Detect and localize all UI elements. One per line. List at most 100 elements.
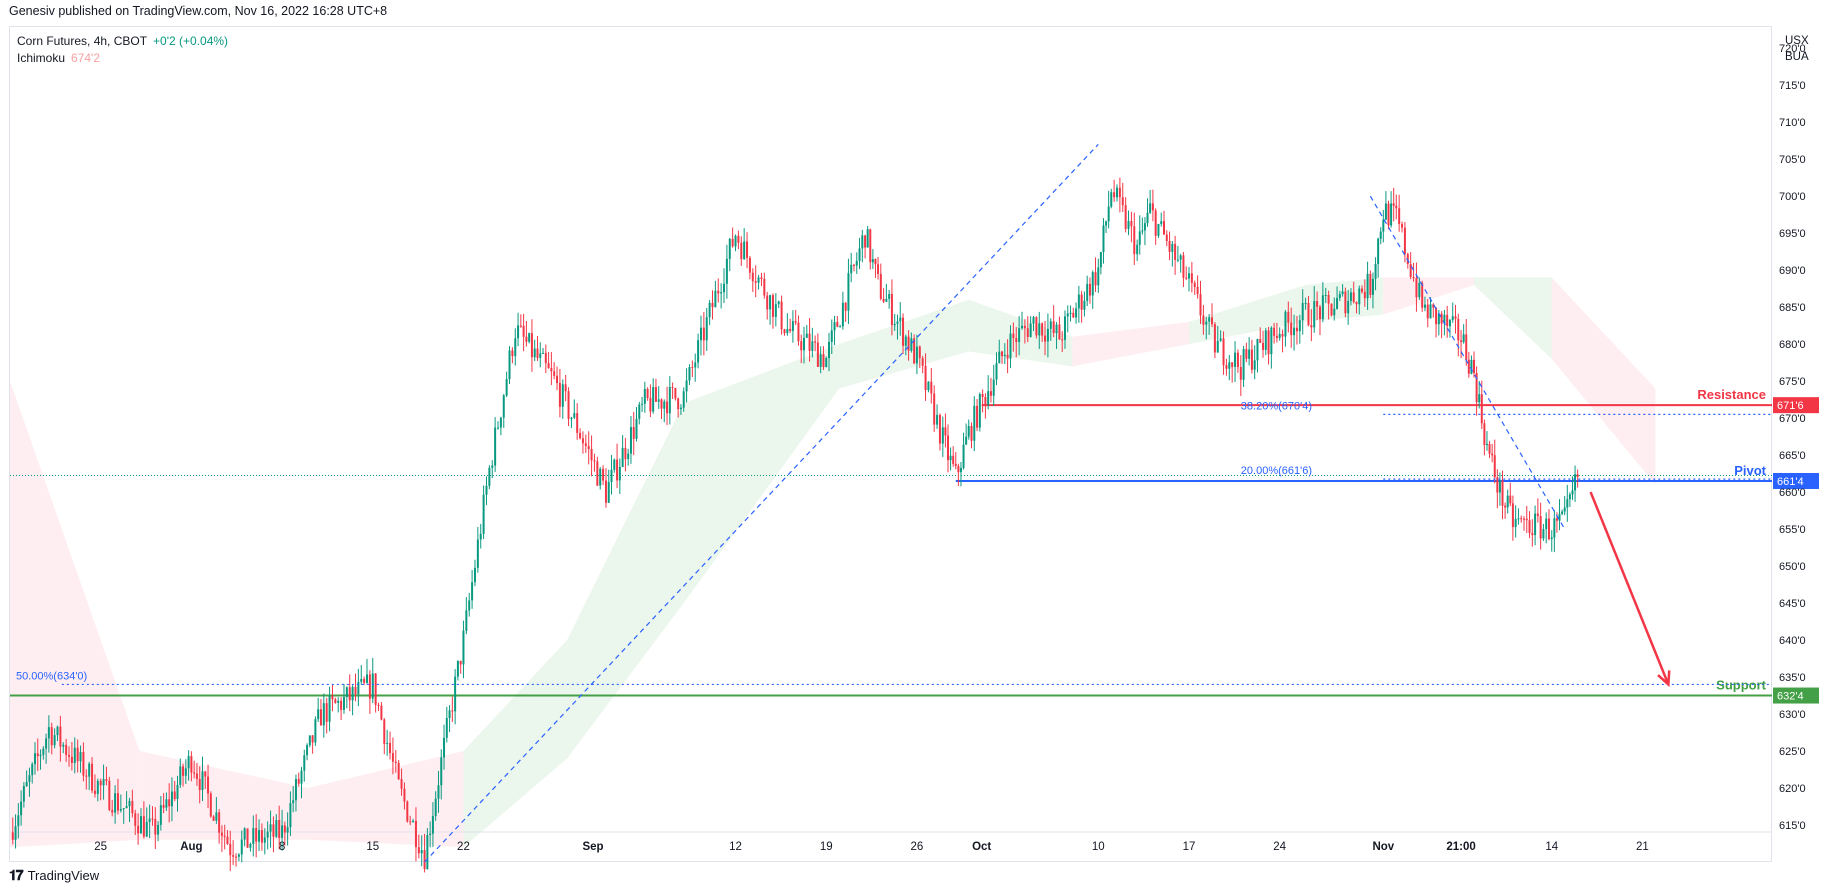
candle-body <box>218 812 221 833</box>
candle-body <box>522 325 525 337</box>
currency-unit[interactable]: USX BUA <box>1785 33 1809 65</box>
candle-body <box>1284 311 1287 337</box>
candle-body <box>1457 318 1460 341</box>
candle-body <box>1307 302 1310 326</box>
candle-body <box>918 346 921 359</box>
candle-body <box>334 699 337 703</box>
fib-label: 20.00%(661'6) <box>1241 465 1312 477</box>
candle-body <box>544 352 547 364</box>
candle-body <box>1275 335 1278 338</box>
candle-body <box>1020 325 1023 329</box>
y-tick-label: 620'0 <box>1779 783 1806 795</box>
candle-body <box>1403 227 1406 254</box>
candle-body <box>1545 518 1548 530</box>
y-tick-label: 680'0 <box>1779 339 1806 351</box>
candle-body <box>263 837 266 843</box>
candle-body <box>252 828 255 845</box>
candle-body <box>1313 301 1316 328</box>
candle-body <box>783 329 786 334</box>
candle-body <box>281 825 284 838</box>
candle-body <box>1437 313 1440 325</box>
candle-body <box>1136 244 1139 255</box>
candle-body <box>1435 307 1438 325</box>
candle-body <box>871 259 874 263</box>
candle-body <box>952 455 955 464</box>
candle-body <box>789 329 792 331</box>
candle-body <box>348 687 351 701</box>
candle-body <box>1236 352 1239 368</box>
indicator-name[interactable]: Ichimoku <box>17 51 66 65</box>
candle-body <box>811 341 814 351</box>
symbol-label[interactable]: Corn Futures, 4h, CBOT <box>17 34 148 48</box>
candle-body <box>1179 255 1182 260</box>
candle-body <box>108 780 111 810</box>
candle-body <box>1032 317 1035 324</box>
candle-body <box>899 317 902 322</box>
candle-body <box>431 816 434 834</box>
chart-frame <box>9 26 1772 862</box>
cloud-segment <box>1072 321 1189 367</box>
candle-body <box>182 766 185 776</box>
candle-body <box>1063 316 1066 340</box>
candle-body <box>212 816 215 821</box>
candle-body <box>561 384 564 407</box>
candle-body <box>1491 453 1494 456</box>
resistance-price-tag: 671'6 <box>1773 397 1819 414</box>
candle-body <box>1058 324 1061 340</box>
candle-body <box>204 771 207 777</box>
candle-body <box>978 394 981 428</box>
candle-body <box>965 436 968 445</box>
candle-body <box>517 325 520 339</box>
candle-body <box>649 398 652 412</box>
candle-body <box>125 806 128 809</box>
candle-body <box>292 800 295 804</box>
candle-body <box>215 812 218 821</box>
candle-body <box>1239 367 1242 380</box>
candle-body <box>984 396 987 405</box>
candle-body <box>1398 208 1401 225</box>
candle-body <box>269 824 272 832</box>
candle-body <box>232 855 235 857</box>
candle-body <box>1483 423 1486 446</box>
candle-body <box>1006 354 1009 359</box>
candle-body <box>1075 308 1078 318</box>
tradingview-logo[interactable]: 𝟏𝟕 TradingView <box>9 867 99 884</box>
candle-body <box>697 340 700 363</box>
candle-body <box>1550 537 1553 540</box>
candle-body <box>933 393 936 425</box>
candle-body <box>1432 304 1435 308</box>
candle-body <box>616 459 619 481</box>
candle-body <box>1003 354 1006 357</box>
candle-body <box>1501 480 1504 506</box>
candle-body <box>1253 360 1256 370</box>
candle-body <box>954 463 957 466</box>
candle-body <box>195 773 198 779</box>
candle-body <box>1470 359 1473 374</box>
candle-body <box>482 494 485 534</box>
candle-body <box>22 786 25 802</box>
candle-body <box>494 427 497 466</box>
candle-body <box>564 384 567 392</box>
candle-body <box>1091 272 1094 296</box>
candle-body <box>869 229 872 263</box>
candle-body <box>223 835 226 837</box>
candle-body <box>437 785 440 799</box>
x-tick-label: 12 <box>729 841 742 853</box>
candle-body <box>502 395 505 418</box>
candle-body <box>641 403 644 405</box>
candle-body <box>1290 322 1293 336</box>
candle-body <box>255 828 258 842</box>
x-tick-label: 15 <box>366 841 379 853</box>
indicator-value: 674'2 <box>71 51 101 65</box>
candle-body <box>47 727 50 739</box>
candle-body <box>1026 328 1029 337</box>
candle-body <box>1088 283 1091 296</box>
resistance-tag-label: 671'6 <box>1777 400 1804 412</box>
candle-body <box>434 798 437 817</box>
candle-body <box>1498 480 1501 493</box>
candle-body <box>556 375 559 384</box>
candle-body <box>734 235 737 247</box>
candle-body <box>1377 238 1380 264</box>
candle-body <box>536 348 539 358</box>
